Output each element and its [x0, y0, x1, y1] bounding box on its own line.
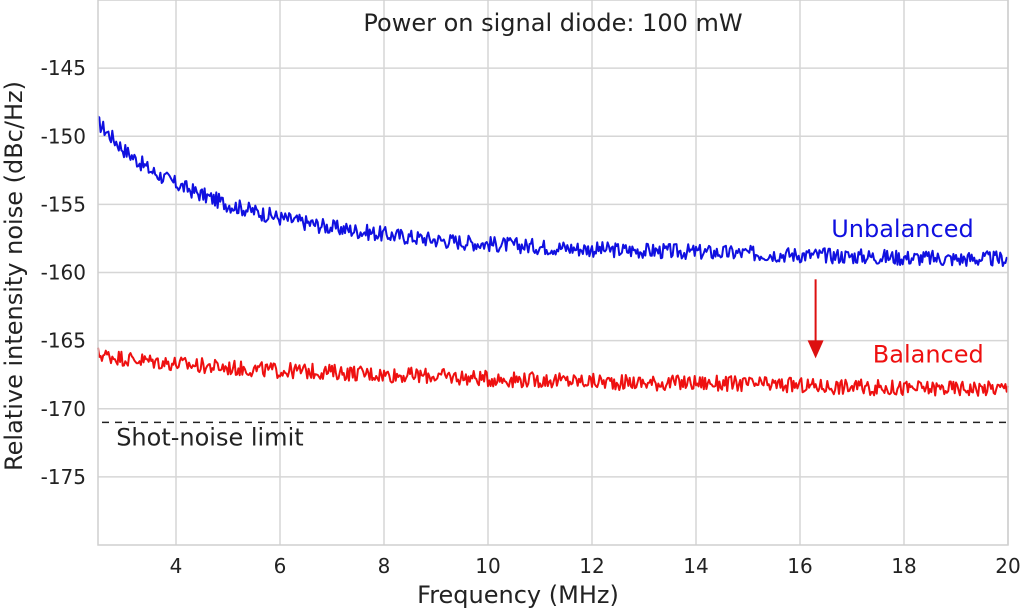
y-tick-label: -145 [41, 56, 86, 80]
chart-title: Power on signal diode: 100 mW [363, 9, 742, 37]
y-tick-label: -170 [41, 397, 86, 421]
y-tick-label: -160 [41, 261, 86, 285]
x-tick-label: 14 [683, 554, 708, 578]
x-tick-label: 18 [891, 554, 916, 578]
annotation-label: Balanced [873, 340, 984, 368]
series-line-balanced [97, 347, 1009, 397]
series-line-unbalanced [97, 115, 1009, 267]
x-tick-label: 8 [378, 554, 391, 578]
annotation-layer: Unbalanced Balanced Shot-noise limit [116, 215, 984, 451]
y-tick-label: -165 [41, 329, 86, 353]
y-tick-label: -150 [41, 124, 86, 148]
y-tick-labels: -145 -150 -155 -160 -165 -170 -175 [41, 56, 86, 489]
annotation-label: Shot-noise limit [116, 424, 303, 452]
y-axis-label: Relative intensity noise (dBc/Hz) [0, 81, 28, 471]
x-tick-label: 4 [170, 554, 183, 578]
annotation-label: Unbalanced [831, 215, 974, 243]
plot-frame [97, 0, 1009, 546]
arrow-head [807, 340, 824, 359]
arrow-layer [807, 279, 824, 359]
y-tick-label: -175 [41, 465, 86, 489]
x-axis-label: Frequency (MHz) [417, 581, 619, 609]
x-tick-label: 12 [579, 554, 604, 578]
x-tick-label: 10 [475, 554, 500, 578]
grid [98, 0, 1009, 545]
x-tick-label: 16 [787, 554, 812, 578]
series-layer [97, 115, 1009, 397]
x-tick-label: 20 [995, 554, 1020, 578]
x-tick-labels: 4 6 8 10 12 14 16 18 20 [170, 554, 1021, 578]
x-tick-label: 6 [274, 554, 287, 578]
y-tick-label: -155 [41, 192, 86, 216]
